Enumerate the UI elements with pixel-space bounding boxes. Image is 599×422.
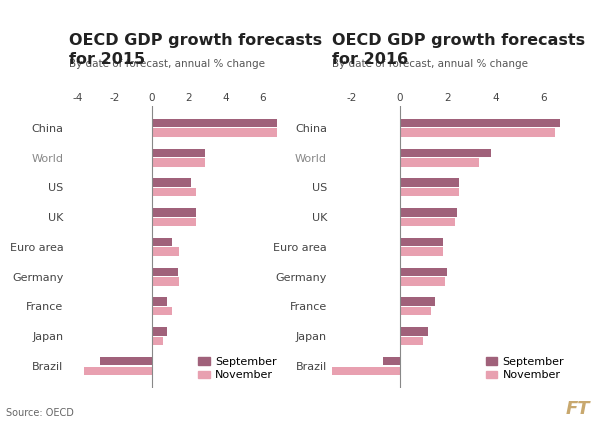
Bar bbox=[100, 357, 152, 365]
Bar bbox=[400, 149, 491, 157]
Bar bbox=[400, 188, 459, 196]
Bar bbox=[152, 277, 180, 286]
Bar bbox=[400, 218, 455, 226]
Text: OECD GDP growth forecasts
for 2016: OECD GDP growth forecasts for 2016 bbox=[332, 33, 586, 67]
Bar bbox=[400, 327, 428, 335]
Bar bbox=[400, 208, 457, 216]
Bar bbox=[152, 149, 205, 157]
Bar bbox=[152, 128, 277, 137]
Text: By date of forecast, annual % change: By date of forecast, annual % change bbox=[332, 59, 528, 69]
Bar bbox=[400, 158, 479, 167]
Bar bbox=[400, 119, 560, 127]
Bar bbox=[152, 247, 180, 256]
Legend: September, November: September, November bbox=[196, 355, 279, 383]
Bar bbox=[332, 367, 400, 375]
Bar bbox=[400, 179, 459, 187]
Bar bbox=[400, 247, 443, 256]
Legend: September, November: September, November bbox=[484, 355, 567, 383]
Bar bbox=[400, 268, 447, 276]
Bar bbox=[400, 238, 443, 246]
Bar bbox=[152, 208, 196, 216]
Bar bbox=[152, 218, 196, 226]
Text: FT: FT bbox=[565, 400, 590, 418]
Bar bbox=[152, 179, 190, 187]
Bar bbox=[152, 337, 163, 345]
Bar bbox=[383, 357, 400, 365]
Bar bbox=[152, 158, 205, 167]
Text: Source: OECD: Source: OECD bbox=[6, 408, 74, 418]
Bar bbox=[400, 337, 423, 345]
Bar bbox=[400, 277, 445, 286]
Bar bbox=[400, 128, 555, 137]
Bar bbox=[84, 367, 152, 375]
Bar bbox=[152, 268, 178, 276]
Bar bbox=[152, 298, 167, 306]
Bar bbox=[400, 298, 435, 306]
Bar bbox=[152, 307, 172, 315]
Bar bbox=[152, 119, 277, 127]
Text: By date of forecast, annual % change: By date of forecast, annual % change bbox=[69, 59, 265, 69]
Bar bbox=[400, 307, 431, 315]
Text: OECD GDP growth forecasts
for 2015: OECD GDP growth forecasts for 2015 bbox=[69, 33, 322, 67]
Bar bbox=[152, 327, 167, 335]
Bar bbox=[152, 188, 196, 196]
Bar bbox=[152, 238, 172, 246]
